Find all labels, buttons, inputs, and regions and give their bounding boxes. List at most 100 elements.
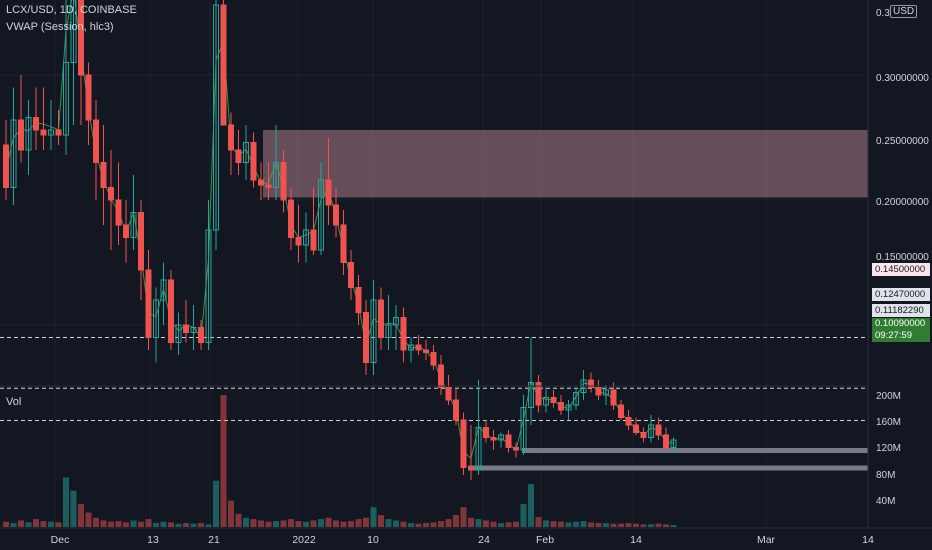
- volume-tick: 200M: [876, 391, 901, 402]
- volume-bar: [318, 519, 324, 527]
- volume-tick: 160M: [876, 417, 901, 428]
- candle-body: [400, 317, 407, 351]
- candle-body: [438, 364, 444, 388]
- candle-body: [333, 204, 339, 226]
- volume-bar: [280, 520, 287, 527]
- volume-bar: [25, 522, 32, 527]
- volume-bar: [93, 517, 99, 527]
- volume-bar: [85, 512, 92, 527]
- volume-bar: [243, 517, 249, 527]
- volume-bar: [625, 523, 632, 527]
- candle-body: [220, 4, 227, 126]
- candle-body: [130, 212, 137, 238]
- volume-bar: [340, 521, 347, 527]
- volume-bar: [265, 521, 272, 527]
- candle-body: [453, 399, 459, 421]
- volume-bar: [573, 521, 579, 527]
- candle-body: [18, 119, 24, 151]
- candle-body: [498, 434, 504, 441]
- volume-bar: [70, 490, 77, 527]
- candle-body: [543, 397, 549, 406]
- volume-bar: [505, 522, 512, 527]
- volume-bar: [205, 524, 212, 527]
- volume-bar: [228, 500, 234, 527]
- candle-body: [33, 117, 39, 131]
- price-tick: 0.3: [876, 8, 890, 19]
- candle-body: [618, 404, 624, 418]
- volume-bar: [48, 521, 54, 527]
- candle-body: [348, 262, 354, 288]
- candle-body: [25, 117, 32, 151]
- volume-bar: [295, 521, 302, 527]
- volume-bar: [528, 484, 534, 527]
- volume-bar: [310, 520, 317, 527]
- time-tick: Feb: [536, 534, 554, 546]
- volume-bar: [78, 503, 84, 527]
- candle-body: [588, 379, 594, 388]
- volume-bar: [3, 521, 9, 527]
- candle-body: [633, 424, 639, 433]
- volume-bar: [648, 524, 654, 527]
- zones: [263, 130, 868, 471]
- candle-body: [183, 324, 189, 333]
- volume-bar: [235, 513, 242, 527]
- candle-body: [565, 404, 572, 411]
- time-tick: 2022: [292, 534, 316, 546]
- candle-body: [243, 142, 249, 163]
- volume-bar: [498, 523, 504, 527]
- candle-body: [490, 437, 497, 441]
- price-tick: 0.30000000: [876, 73, 929, 84]
- volume-bar: [378, 515, 384, 527]
- grid: [0, 0, 868, 528]
- volume-bar: [258, 520, 264, 527]
- candle-body: [3, 144, 9, 188]
- last-price: 0.10090000: [875, 318, 926, 329]
- candle-body: [378, 299, 384, 338]
- volume-bar: [558, 521, 564, 527]
- volume-bar: [438, 521, 444, 527]
- volume-bar: [490, 521, 497, 527]
- candle-body: [235, 149, 242, 163]
- candle-body: [288, 199, 294, 238]
- resistance-zone: [263, 130, 868, 198]
- horizontal-levels: [0, 337, 868, 421]
- volume-bar: [348, 521, 354, 527]
- symbol-title[interactable]: LCX/USD, 1D, COINBASE: [6, 4, 137, 16]
- volume-bar: [385, 519, 392, 527]
- candle-body: [213, 4, 219, 231]
- candle-body: [355, 287, 362, 313]
- volume-label: Vol: [6, 396, 22, 408]
- volume-bar: [130, 520, 137, 527]
- price-tick: 0.15000000: [876, 252, 929, 263]
- volume-bar: [618, 523, 624, 527]
- time-axis[interactable]: Dec 13 21 2022 10 24 Feb 14 Mar 14: [51, 534, 874, 546]
- volume-bar: [610, 523, 617, 527]
- volume-bar: [543, 520, 549, 527]
- volume-bar: [408, 523, 414, 527]
- volume-bar: [288, 519, 294, 527]
- time-tick: 14: [630, 534, 642, 546]
- candle-body: [198, 327, 204, 343]
- indicator-legend[interactable]: VWAP (Session, hlc3): [6, 21, 114, 33]
- volume-bar: [123, 522, 129, 527]
- volume-bar: [145, 519, 152, 527]
- candle-body: [528, 382, 534, 408]
- volume-bar: [453, 515, 459, 527]
- volume-bar: [633, 523, 639, 527]
- volume-bar: [273, 521, 279, 527]
- currency-badge[interactable]: USD: [890, 5, 918, 18]
- candle-body: [483, 427, 489, 438]
- volume-bar: [565, 522, 572, 527]
- candle-body: [205, 229, 212, 343]
- candle-body: [265, 184, 272, 188]
- candle-body: [595, 387, 602, 396]
- bar-countdown: 09:27:59: [875, 330, 912, 341]
- candle-body: [145, 269, 152, 338]
- volume-bar: [153, 523, 159, 527]
- level-tag-145: 0.14500000: [872, 263, 930, 276]
- candle-body: [138, 212, 144, 271]
- volume-bar: [10, 523, 17, 527]
- volume-bar: [168, 522, 174, 527]
- price-axis[interactable]: 0.3 0.30000000 0.25000000 0.20000000 0.15000…: [876, 8, 929, 263]
